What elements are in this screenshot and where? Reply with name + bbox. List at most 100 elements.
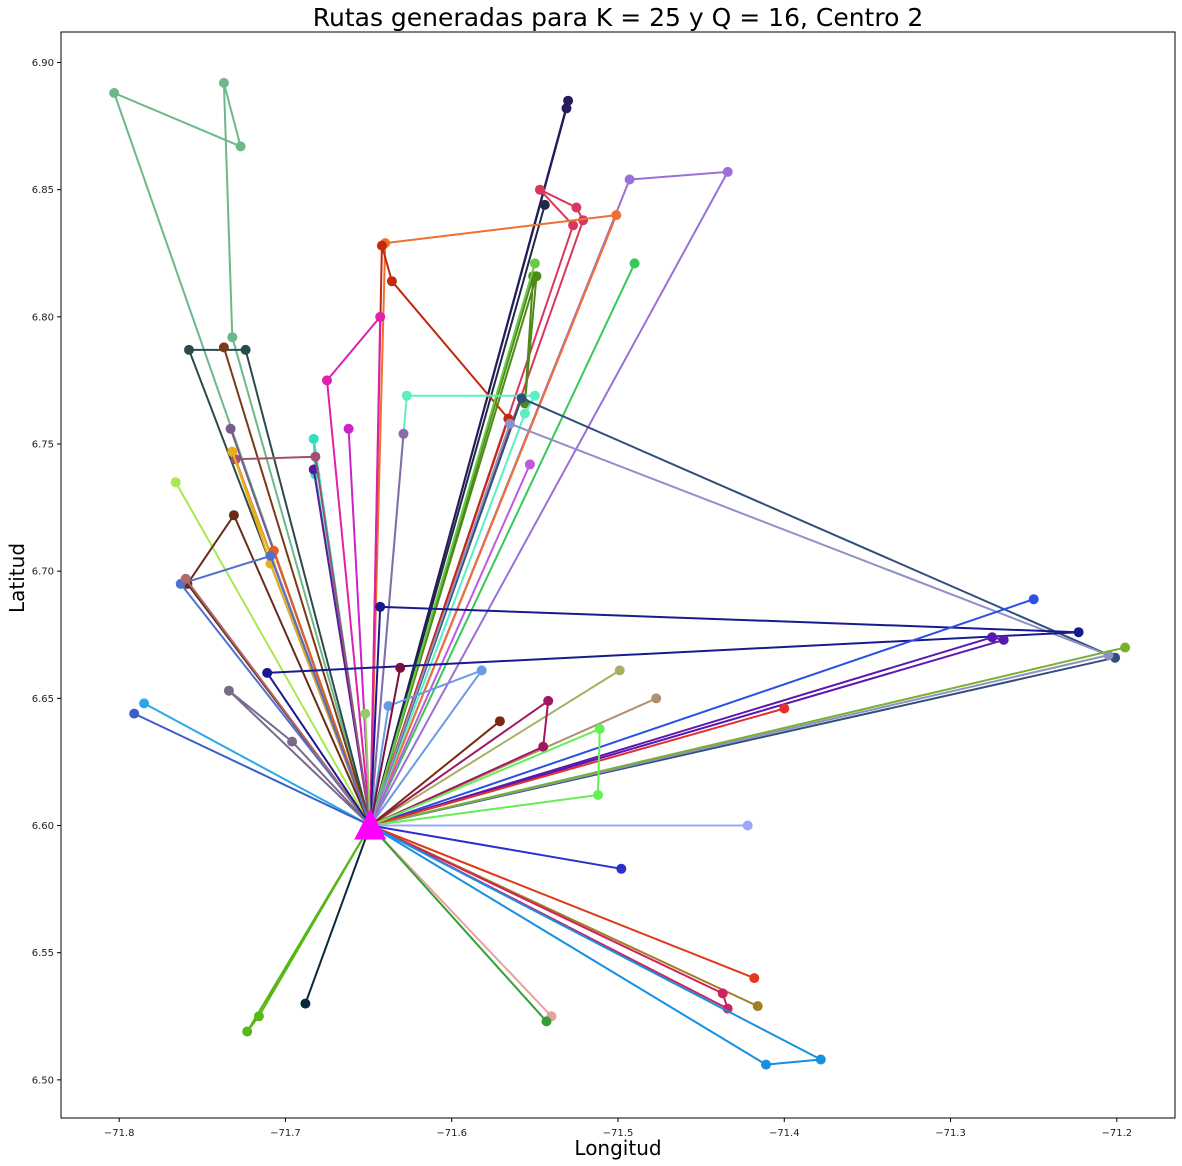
- route-42: [139, 698, 371, 827]
- customer-point: [262, 667, 273, 678]
- customer-point: [568, 220, 579, 231]
- customer-point: [401, 390, 412, 401]
- customer-point: [531, 271, 542, 282]
- customer-point: [308, 433, 319, 444]
- route-1: [109, 77, 372, 826]
- customer-point: [180, 573, 191, 584]
- route-36: [369, 665, 625, 827]
- y-tick-label: 6.70: [32, 567, 54, 578]
- x-tick-label: −71.4: [769, 1128, 800, 1139]
- customer-point: [109, 88, 120, 98]
- customer-point: [1120, 642, 1131, 653]
- route-44: [360, 708, 372, 826]
- customer-point: [722, 166, 733, 177]
- customer-point: [1073, 627, 1084, 638]
- customer-point: [541, 1016, 552, 1027]
- customer-point: [611, 210, 622, 221]
- customer-point: [494, 716, 505, 727]
- y-tick-label: 6.60: [32, 821, 54, 832]
- y-axis: 6.50 6.55 6.60 6.65 6.70 6.75 6.80 6.85 6.90: [32, 58, 61, 1086]
- customer-point: [593, 790, 603, 800]
- customer-point: [476, 665, 487, 676]
- route-40: [369, 716, 505, 827]
- route-50: [369, 824, 733, 1014]
- route-line: [113, 81, 372, 826]
- route-43: [129, 708, 371, 827]
- customer-point: [571, 202, 582, 213]
- route-31: [369, 594, 1039, 827]
- customer-point: [310, 451, 321, 462]
- route-3: [218, 342, 372, 826]
- route-line: [369, 214, 618, 826]
- customer-point: [578, 215, 589, 226]
- depot-layer: [354, 808, 387, 840]
- chart-title: Rutas generadas para K = 25 y Q = 16, Ce…: [313, 3, 923, 32]
- route-line: [369, 699, 550, 827]
- customer-point: [987, 632, 998, 643]
- customer-point: [779, 703, 790, 714]
- route-line: [369, 397, 1117, 827]
- customer-point: [242, 1026, 253, 1037]
- customer-point: [519, 408, 530, 419]
- route-49: [369, 824, 763, 1012]
- customer-point: [561, 103, 572, 114]
- route-26: [170, 477, 372, 826]
- customer-point: [616, 863, 627, 874]
- customer-point: [287, 736, 298, 747]
- route-23: [369, 459, 535, 826]
- y-tick-label: 6.65: [32, 694, 54, 705]
- route-30: [262, 601, 1084, 827]
- customer-point: [624, 174, 635, 185]
- customer-point: [529, 258, 540, 269]
- route-46: [370, 820, 753, 831]
- customer-point: [742, 820, 753, 831]
- route-53: [369, 824, 552, 1027]
- route-line: [369, 824, 729, 1010]
- customer-point: [218, 342, 229, 353]
- route-54: [300, 825, 372, 1009]
- routes-layer: [109, 77, 1131, 1070]
- route-5: [369, 184, 589, 826]
- customer-point: [184, 344, 194, 355]
- route-line: [369, 188, 585, 826]
- route-line: [227, 689, 372, 827]
- route-line: [369, 422, 1110, 827]
- customer-point: [516, 393, 527, 404]
- customer-point: [543, 695, 554, 706]
- route-47: [370, 824, 627, 874]
- customer-point: [300, 998, 311, 1009]
- x-tick-label: −71.2: [1101, 1128, 1132, 1139]
- customer-point: [749, 973, 760, 984]
- customer-point: [129, 708, 140, 719]
- customer-point: [717, 988, 728, 999]
- customer-point: [722, 1003, 733, 1014]
- route-38: [223, 685, 372, 827]
- route-6: [369, 199, 550, 826]
- customer-point: [651, 693, 662, 704]
- customer-point: [752, 1001, 763, 1012]
- y-tick-label: 6.50: [32, 1075, 54, 1086]
- x-tick-label: −71.5: [603, 1128, 634, 1139]
- x-axis-title: Longitud: [574, 1136, 661, 1160]
- x-tick-label: −71.6: [436, 1128, 467, 1139]
- customer-point: [170, 477, 181, 488]
- route-12: [369, 258, 540, 826]
- customer-point: [534, 184, 545, 195]
- customer-point: [218, 77, 229, 88]
- customer-point: [227, 446, 238, 457]
- customer-point: [538, 741, 549, 752]
- customer-point: [539, 199, 550, 210]
- customer-point: [1028, 594, 1039, 605]
- route-16: [369, 428, 409, 826]
- route-33: [370, 642, 1131, 827]
- customer-point: [594, 723, 605, 734]
- route-45: [369, 723, 605, 827]
- customer-point: [375, 601, 386, 612]
- route-39: [369, 695, 554, 827]
- customer-point: [139, 698, 150, 709]
- customer-point: [614, 665, 625, 676]
- customer-point: [265, 550, 276, 561]
- x-tick-label: −71.7: [270, 1128, 301, 1139]
